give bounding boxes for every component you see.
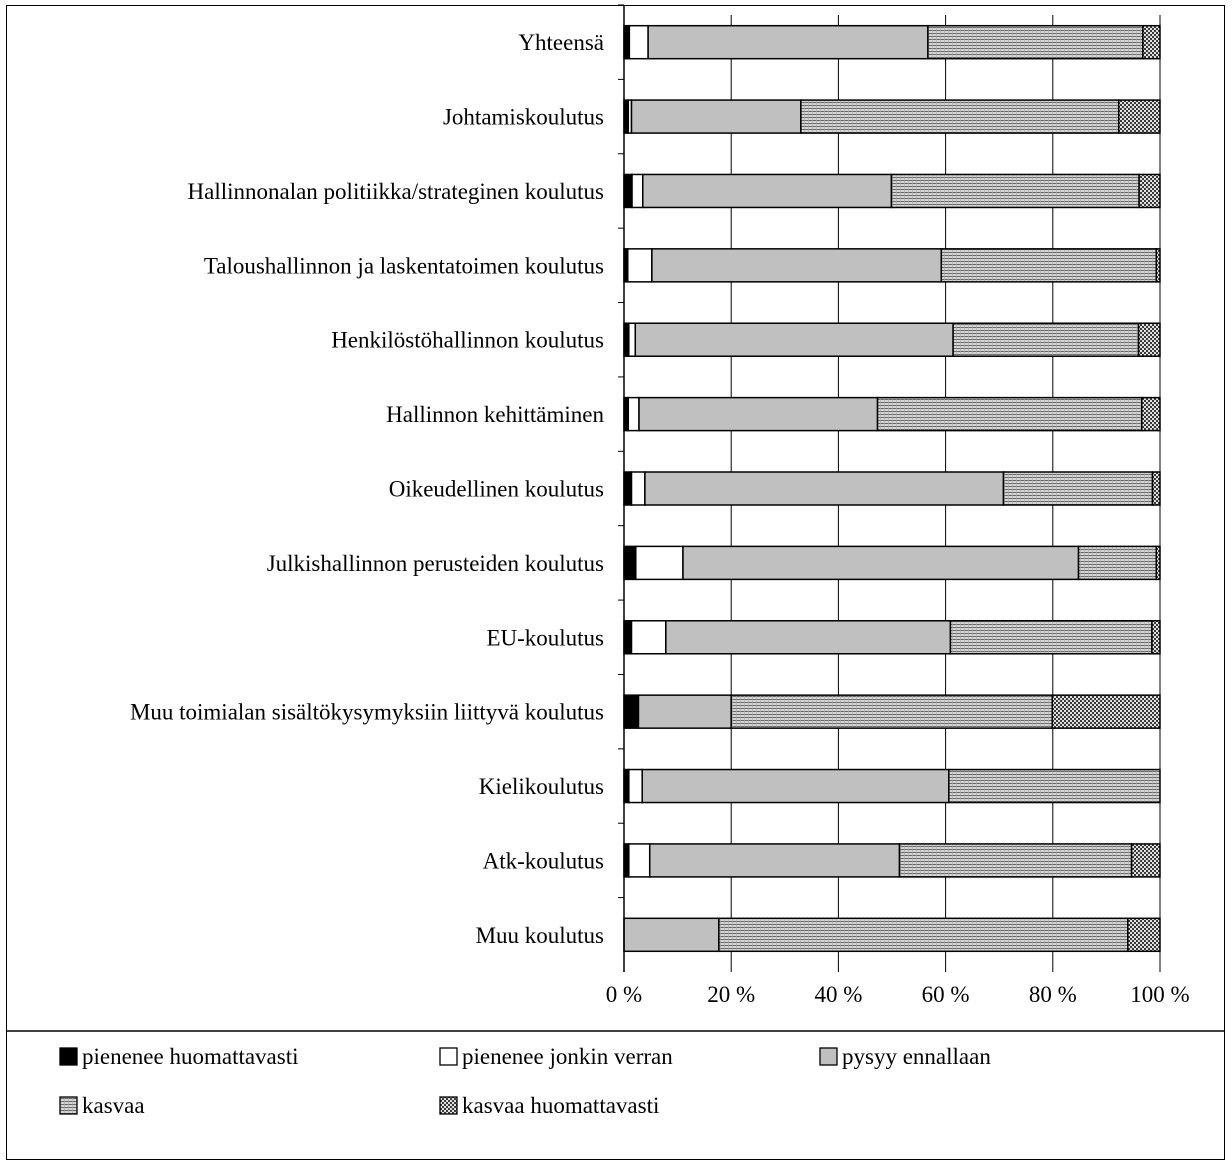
bar-segment bbox=[637, 694, 732, 729]
bar-segment bbox=[682, 545, 1080, 581]
category-label: Hallinnon kehittäminen bbox=[386, 402, 604, 427]
category-label: Oikeudellinen koulutus bbox=[389, 477, 604, 502]
bar-segment bbox=[638, 396, 879, 432]
bar-segment bbox=[630, 99, 802, 134]
bar-segment bbox=[623, 471, 633, 506]
category-label: Henkilöstöhallinnon koulutus bbox=[331, 328, 604, 353]
bar-segment bbox=[927, 24, 1144, 60]
bar-segment bbox=[628, 322, 637, 357]
bar-segment bbox=[634, 322, 954, 357]
bar-segment bbox=[628, 24, 649, 60]
category-label: Julkishallinnon perusteiden koulutus bbox=[267, 551, 604, 576]
legend-swatch bbox=[59, 1096, 78, 1115]
category-label: Muu toimialan sisältökysymyksiin liittyv… bbox=[130, 700, 604, 725]
bar-segment bbox=[948, 768, 1161, 804]
legend-entry: pienenee huomattavasti bbox=[82, 1044, 299, 1069]
bar-segment bbox=[665, 620, 952, 655]
axes bbox=[618, 4, 625, 972]
bar-segment bbox=[952, 322, 1140, 357]
bar-segment bbox=[1077, 545, 1157, 581]
bar-segment bbox=[1138, 173, 1161, 209]
bar-segment bbox=[949, 620, 1153, 655]
bar-segment bbox=[627, 396, 640, 432]
bar-segment bbox=[648, 843, 901, 878]
bar-segment bbox=[1151, 471, 1161, 506]
bar-segment bbox=[623, 620, 633, 655]
category-label: Yhteensä bbox=[518, 30, 604, 55]
legend: pienenee huomattavasti pienenee jonkin ve… bbox=[6, 1030, 1225, 1118]
bar-segment bbox=[627, 248, 653, 283]
x-tick-label: 0 % bbox=[606, 982, 642, 1007]
bar-segment bbox=[642, 173, 893, 209]
legend-swatch bbox=[59, 1047, 78, 1066]
category-label: Hallinnonalan politiikka/strateginen kou… bbox=[188, 179, 605, 204]
bar-segment bbox=[623, 24, 631, 60]
legend-entry: kasvaa bbox=[82, 1093, 145, 1118]
bar-segment bbox=[644, 471, 1005, 506]
bar-segment bbox=[623, 917, 720, 953]
bar-segment bbox=[718, 917, 1129, 953]
bar-segment bbox=[628, 843, 651, 878]
category-label: Kielikoulutus bbox=[479, 774, 604, 799]
bar-segment bbox=[876, 396, 1143, 432]
category-labels: Yhteensä Johtamiskoulutus Hallinnonalan po… bbox=[130, 30, 605, 948]
bar-segment bbox=[630, 471, 646, 506]
bar-segment bbox=[1137, 322, 1161, 357]
x-tick-label: 20 % bbox=[707, 982, 755, 1007]
category-label: Atk-koulutus bbox=[483, 848, 604, 873]
bar-segment bbox=[730, 694, 1054, 729]
category-label: Taloushallinnon ja laskentatoimen koulut… bbox=[204, 253, 604, 278]
bar-segment bbox=[1002, 471, 1154, 506]
legend-entry: kasvaa huomattavasti bbox=[462, 1093, 659, 1118]
bar-segment bbox=[898, 843, 1133, 878]
x-tick-labels: 0 % 20 % 40 % 60 % 80 % 100 % bbox=[606, 982, 1190, 1007]
category-label: Muu koulutus bbox=[476, 923, 604, 948]
legend-swatch bbox=[819, 1047, 838, 1066]
x-tick-label: 60 % bbox=[922, 982, 970, 1007]
bar-segment bbox=[890, 173, 1140, 209]
bar-segment bbox=[623, 694, 640, 729]
bar-segment bbox=[623, 173, 633, 209]
bar-segment bbox=[628, 768, 643, 804]
bar-segment bbox=[630, 620, 667, 655]
bar-segment bbox=[1130, 843, 1161, 878]
bar-segment bbox=[631, 173, 644, 209]
legend-entry: pysyy ennallaan bbox=[842, 1044, 991, 1069]
bar-segment bbox=[1051, 694, 1161, 729]
bar-segment bbox=[635, 545, 684, 581]
bar-segment bbox=[1127, 917, 1161, 953]
bar-segment bbox=[940, 248, 1157, 283]
bar-segment bbox=[641, 768, 950, 804]
category-label: EU-koulutus bbox=[486, 625, 604, 650]
bar-segment bbox=[1142, 24, 1161, 60]
bar-segment bbox=[647, 24, 929, 60]
legend-swatch bbox=[439, 1047, 458, 1066]
x-tick-label: 100 % bbox=[1130, 982, 1189, 1007]
bar-segment bbox=[1155, 545, 1161, 581]
legend-entry: pienenee jonkin verran bbox=[462, 1044, 673, 1069]
bar-segment bbox=[623, 545, 637, 581]
bar-segment bbox=[800, 99, 1120, 134]
x-tick-label: 40 % bbox=[814, 982, 862, 1007]
bar-segment bbox=[1117, 99, 1161, 134]
bar-segment bbox=[1155, 248, 1161, 283]
category-label: Johtamiskoulutus bbox=[443, 105, 604, 130]
bars bbox=[623, 24, 1161, 953]
x-tick-label: 80 % bbox=[1029, 982, 1077, 1007]
legend-swatch bbox=[439, 1096, 458, 1115]
bar-segment bbox=[1141, 396, 1161, 432]
bar-segment bbox=[651, 248, 943, 283]
bar-segment bbox=[1151, 620, 1161, 655]
